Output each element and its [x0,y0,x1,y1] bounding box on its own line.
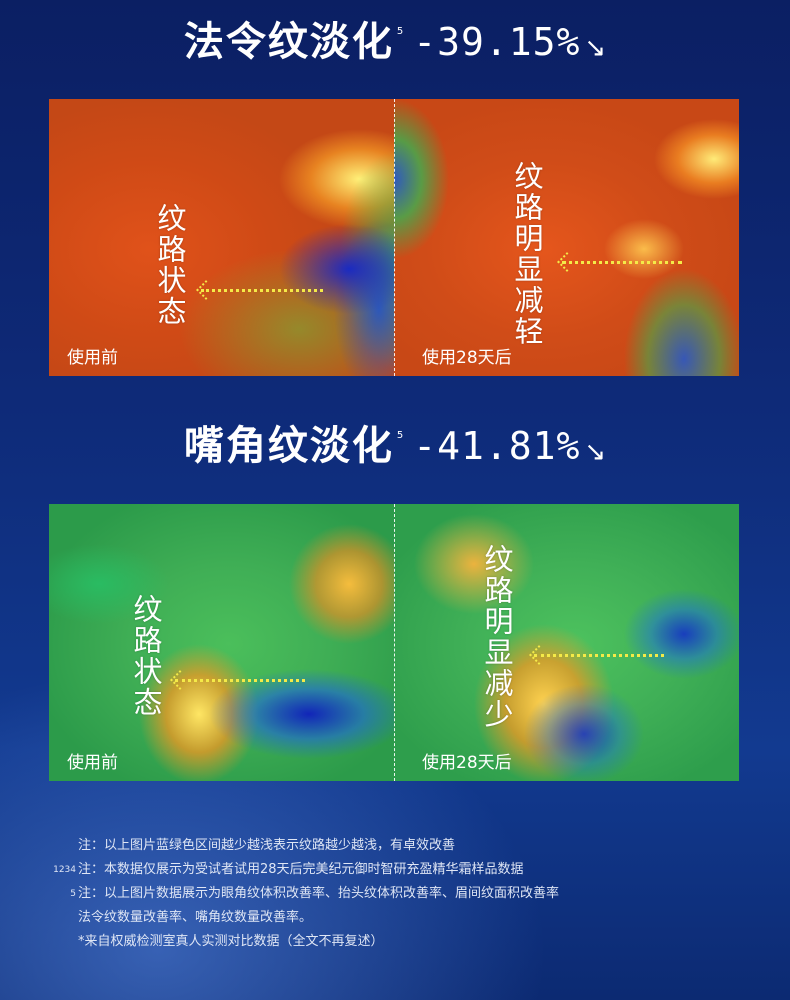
down-arrow-icon: ↘ [584,33,607,63]
footnote-index [48,834,78,858]
before-heatmap-image: 纹路状态 使用前 [49,99,394,376]
footnote-index [48,906,78,930]
footnote-row: 注：以上图片蓝绿色区间越少越浅表示纹路越少越浅，有卓效改善 [48,834,748,858]
down-arrow-icon: ↘ [584,437,607,467]
section2-title: 嘴角纹淡化 [183,423,394,469]
footnotes: 注：以上图片蓝绿色区间越少越浅表示纹路越少越浅，有卓效改善 1234 注：本数据… [48,834,748,954]
footnote-index: 5 [70,889,76,899]
footnote-row: 1234 注：本数据仅展示为受试者试用28天后完美纪元御时智研充盈精华霜样品数据 [48,858,748,882]
footnote-text: 注：以上图片数据展示为眼角纹体积改善率、抬头纹体积改善率、眉间纹面积改善率 [78,886,560,901]
after-wrinkle-label: 纹路明显减少 [480,544,514,730]
section1-heading: 法令纹淡化 5 -39.15% ↘ [0,18,790,72]
footnote-index: 1234 [53,865,76,875]
section2-heading: 嘴角纹淡化 5 -41.81% ↘ [0,422,790,476]
before-caption: 使用前 [67,348,118,368]
after-caption: 使用28天后 [422,753,512,773]
before-wrinkle-label: 纹路状态 [153,203,187,327]
dotted-arrow-icon [175,679,305,682]
comparison-divider [394,504,395,781]
dotted-arrow-icon [534,654,664,657]
before-heatmap-image: 纹路状态 使用前 [49,504,394,781]
footnote-text: 注：以上图片蓝绿色区间越少越浅表示纹路越少越浅，有卓效改善 [78,838,456,853]
footnote-index [48,930,78,954]
section1-percent: -39.15% [413,20,581,64]
after-wrinkle-label: 纹路明显减轻 [510,161,544,347]
nasolabial-comparison-panel: 纹路状态 使用前 纹路明显减轻 使用28天后 [49,99,739,376]
section1-title: 法令纹淡化 [183,19,394,65]
dotted-arrow-icon [562,261,682,264]
after-caption: 使用28天后 [422,348,512,368]
before-wrinkle-label: 纹路状态 [129,594,163,718]
section1-footnote-mark: 5 [396,26,404,37]
section2-footnote-mark: 5 [396,430,404,441]
footnote-text: 法令纹数量改善率、嘴角纹数量改善率。 [78,910,313,925]
footnote-text: *来自权威检测室真人实测对比数据（全文不再复述） [78,934,384,949]
after-heatmap-image: 纹路明显减轻 使用28天后 [394,99,739,376]
before-caption: 使用前 [67,753,118,773]
footnote-text: 注：本数据仅展示为受试者试用28天后完美纪元御时智研充盈精华霜样品数据 [78,862,524,877]
comparison-divider [394,99,395,376]
dotted-arrow-icon [201,289,323,292]
footnote-row: 法令纹数量改善率、嘴角纹数量改善率。 [48,906,748,930]
footnote-row: *来自权威检测室真人实测对比数据（全文不再复述） [48,930,748,954]
mouth-corner-comparison-panel: 纹路状态 使用前 纹路明显减少 使用28天后 [49,504,739,781]
after-heatmap-image: 纹路明显减少 使用28天后 [394,504,739,781]
footnote-row: 5 注：以上图片数据展示为眼角纹体积改善率、抬头纹体积改善率、眉间纹面积改善率 [48,882,748,906]
section2-percent: -41.81% [413,424,581,468]
